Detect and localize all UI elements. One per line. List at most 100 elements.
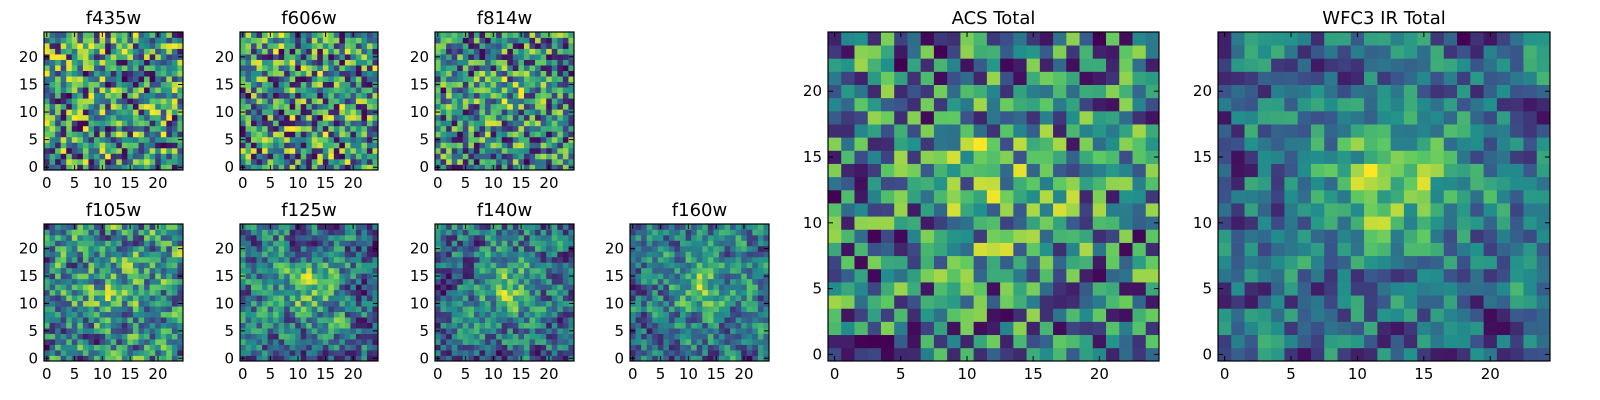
heatmap-cell	[451, 284, 458, 291]
heatmap-cell	[435, 317, 441, 323]
heatmap-cell	[94, 158, 100, 165]
heatmap-cell	[702, 262, 709, 269]
heatmap-cell	[262, 229, 268, 236]
heatmap-cell	[171, 229, 178, 236]
heatmap-cell	[138, 300, 145, 307]
heatmap-cell	[457, 322, 464, 329]
panel-title: f105w	[86, 200, 141, 221]
heatmap-cell	[920, 216, 935, 230]
heatmap-cell	[155, 256, 162, 263]
heatmap-cell	[752, 350, 759, 356]
x-tick-label: 5	[461, 174, 471, 192]
heatmap-cell	[562, 114, 569, 121]
heatmap-cell	[44, 153, 50, 160]
heatmap-cell	[355, 92, 362, 99]
heatmap-cell	[546, 300, 553, 307]
heatmap-cell	[328, 355, 335, 362]
heatmap-cell	[512, 43, 519, 49]
heatmap-cell	[746, 344, 753, 351]
heatmap-cell	[344, 48, 351, 55]
heatmap-cell	[702, 256, 709, 263]
heatmap-cell	[289, 245, 296, 252]
heatmap-cell	[841, 255, 855, 270]
heatmap-cell	[138, 273, 145, 280]
heatmap-cell	[55, 322, 62, 329]
heatmap-cell	[468, 92, 475, 99]
heatmap-cell	[551, 284, 558, 291]
heatmap-cell	[82, 256, 89, 263]
heatmap-cell	[841, 216, 855, 230]
heatmap-cell	[1106, 282, 1120, 296]
heatmap-cell	[752, 355, 759, 362]
heatmap-cell	[55, 81, 62, 88]
heatmap-cell	[240, 48, 246, 55]
heatmap-cell	[245, 92, 252, 99]
heatmap-cell	[155, 136, 162, 143]
heatmap-cell	[485, 65, 491, 71]
heatmap-cell	[841, 321, 855, 336]
heatmap-cell	[372, 87, 379, 94]
heatmap-cell	[171, 153, 178, 160]
heatmap-cell	[251, 333, 257, 340]
heatmap-cell	[251, 59, 257, 66]
heatmap-cell	[88, 245, 95, 252]
heatmap-cell	[1013, 189, 1027, 204]
heatmap-cell	[149, 76, 156, 83]
heatmap-cell	[696, 311, 703, 318]
heatmap-cell	[361, 328, 368, 334]
heatmap-cell	[512, 355, 519, 362]
heatmap-cell	[479, 70, 486, 77]
heatmap-cell	[473, 158, 480, 165]
heatmap-cell	[512, 300, 519, 307]
heatmap-cell	[735, 273, 742, 280]
heatmap-cell	[361, 295, 368, 302]
heatmap-cell	[501, 114, 508, 121]
heatmap-cell	[535, 339, 541, 345]
heatmap-cell	[60, 295, 67, 302]
heatmap-cell	[557, 251, 564, 258]
heatmap-cell	[462, 37, 469, 44]
heatmap-cell	[71, 125, 78, 132]
heatmap-cell	[741, 311, 748, 318]
heatmap-cell	[551, 317, 558, 323]
heatmap-cell	[668, 311, 675, 318]
heatmap-cell	[757, 322, 764, 329]
heatmap-cell	[496, 136, 503, 143]
heatmap-cell	[696, 350, 703, 356]
heatmap-cell	[1053, 334, 1067, 349]
heatmap-cell	[339, 153, 346, 160]
heatmap-cell	[479, 87, 486, 94]
heatmap-cell	[523, 32, 530, 38]
heatmap-cell	[540, 245, 547, 252]
heatmap-cell	[355, 147, 362, 154]
heatmap-cell	[60, 43, 67, 49]
heatmap-cell	[273, 284, 279, 291]
heatmap-cell	[267, 70, 274, 77]
heatmap-cell	[828, 229, 842, 243]
heatmap-cell	[77, 295, 84, 302]
heatmap-cell	[278, 32, 285, 38]
heatmap-cell	[652, 234, 659, 241]
heatmap-cell	[240, 306, 246, 313]
heatmap-cell	[540, 256, 547, 263]
heatmap-cell	[641, 262, 648, 269]
heatmap-cell	[132, 164, 139, 171]
heatmap-cell	[479, 131, 486, 138]
heatmap-cell	[746, 295, 753, 302]
heatmap-cell	[144, 103, 150, 110]
heatmap-cell	[60, 229, 67, 236]
heatmap-cell	[339, 98, 346, 105]
heatmap-cell	[155, 54, 162, 60]
heatmap-cell	[121, 37, 128, 44]
heatmap-cell	[880, 321, 895, 336]
heatmap-cell	[657, 344, 664, 351]
heatmap-cell	[278, 256, 285, 263]
heatmap-cell	[94, 136, 100, 143]
heatmap-cell	[273, 289, 279, 296]
heatmap-cell	[540, 344, 547, 351]
heatmap-cell	[366, 120, 373, 127]
heatmap-cell	[473, 251, 480, 258]
heatmap-cell	[440, 109, 447, 116]
heatmap-cell	[245, 339, 252, 345]
heatmap-cell	[523, 54, 530, 60]
